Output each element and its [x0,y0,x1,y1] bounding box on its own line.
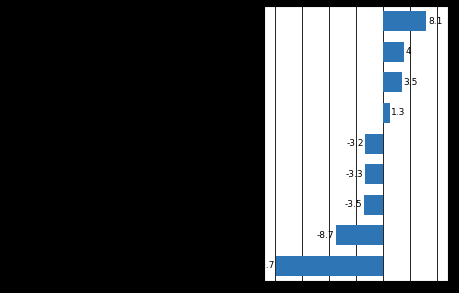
Bar [276,256,383,276]
Bar [383,103,390,123]
Bar [383,72,402,92]
Text: -19.7: -19.7 [252,261,275,270]
Bar [365,134,383,154]
Bar [364,195,383,215]
Text: 3.5: 3.5 [403,78,418,87]
Text: 4: 4 [406,47,412,56]
Text: 1.3: 1.3 [392,108,406,117]
Text: -3.2: -3.2 [347,139,364,148]
Text: 8.1: 8.1 [428,17,442,26]
Text: -8.7: -8.7 [317,231,334,240]
Bar [383,42,404,62]
Bar [365,164,383,184]
Text: -3.3: -3.3 [346,170,363,179]
Bar [336,225,383,245]
Text: -3.5: -3.5 [345,200,362,209]
Bar [383,11,426,31]
